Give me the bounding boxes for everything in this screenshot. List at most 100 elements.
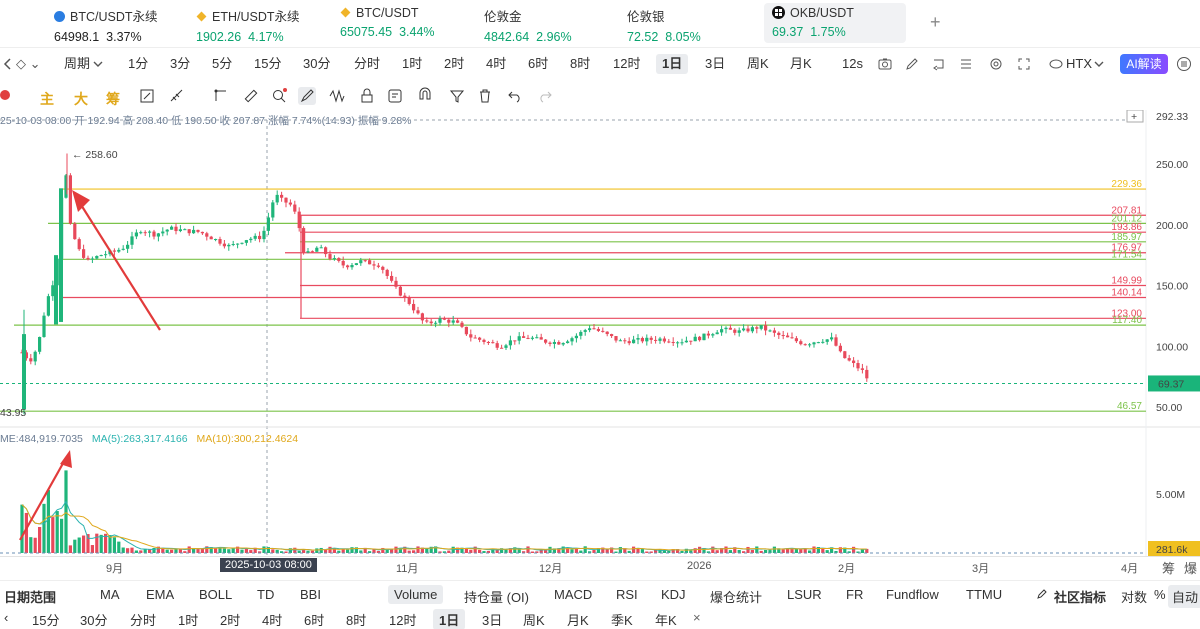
pattern-icon[interactable] (328, 87, 346, 105)
close-icon[interactable]: × (693, 610, 701, 625)
ticker-tab-active[interactable]: OKB/USDT 69.37 1.75% (764, 3, 906, 43)
whale-button[interactable]: 大 (74, 91, 88, 107)
indicator-td[interactable]: TD (257, 587, 275, 602)
volume-bar (645, 551, 649, 553)
fullscreen-icon[interactable] (1016, 56, 1032, 72)
period2-yearly[interactable]: 年K (655, 613, 677, 628)
period-label[interactable]: 周期 (64, 56, 91, 71)
edit-icon[interactable] (1036, 588, 1048, 600)
period-1d[interactable]: 1日 (656, 54, 689, 74)
chips-side-button[interactable]: 筹 (1162, 561, 1176, 576)
period-2h[interactable]: 2时 (444, 56, 465, 71)
menu-icon[interactable] (1176, 56, 1192, 72)
period-weekly[interactable]: 周K (747, 56, 769, 71)
trendline-icon[interactable] (212, 87, 230, 105)
auto-scale-toggle[interactable]: 自动 (1168, 585, 1200, 608)
ticker-tab[interactable]: ETH/USDT永续 1902.26 4.17% (196, 6, 300, 44)
indicator-ttmu[interactable]: TTMU (966, 587, 1003, 602)
kline-style-select[interactable]: ◇ ⌄ (16, 56, 41, 71)
zoom-icon[interactable] (270, 87, 288, 105)
settings-icon[interactable] (988, 56, 1004, 72)
period-timeshare[interactable]: 分时 (354, 56, 381, 71)
indicator-liquidation[interactable]: 爆仓统计 (710, 590, 763, 605)
pencil-icon[interactable] (904, 56, 920, 72)
list-icon[interactable] (958, 56, 974, 72)
indicator-boll[interactable]: BOLL (199, 587, 233, 602)
chevron-left-icon[interactable] (0, 56, 16, 72)
period-5m[interactable]: 5分 (212, 56, 233, 71)
period-1h[interactable]: 1时 (402, 56, 423, 71)
period2-monthly[interactable]: 月K (567, 613, 589, 628)
ticker-tab[interactable]: BTC/USDT 65075.45 3.44% (340, 6, 435, 42)
volume-bar (733, 547, 737, 553)
period2-3d[interactable]: 3日 (482, 613, 503, 628)
period2-6h[interactable]: 6时 (304, 613, 325, 628)
chips-button[interactable]: 筹 (106, 91, 120, 107)
period2-weekly[interactable]: 周K (523, 613, 545, 628)
ruler-tool-icon[interactable] (168, 87, 186, 105)
measure-icon[interactable] (242, 87, 260, 105)
period-3d[interactable]: 3日 (705, 56, 726, 71)
chevron-dot-icon[interactable] (0, 90, 10, 100)
period2-30m[interactable]: 30分 (80, 613, 108, 628)
note-icon[interactable] (386, 87, 404, 105)
indicator-rsi[interactable]: RSI (616, 587, 638, 602)
add-tab-button[interactable]: + (930, 12, 941, 32)
magnet-icon[interactable] (416, 87, 434, 105)
indicator-oi[interactable]: 持仓量 (OI) (464, 590, 529, 605)
candlestick-chart[interactable]: 229.36 207.81201.12193.86185.97176.97171.… (0, 110, 1200, 556)
period2-timeshare[interactable]: 分时 (130, 613, 157, 628)
exchange-select[interactable]: HTX (1066, 56, 1092, 71)
ticker-tab[interactable]: 伦敦银 72.52 8.05% (627, 6, 701, 44)
period2-15m[interactable]: 15分 (32, 613, 60, 628)
brush-icon[interactable] (298, 87, 316, 105)
period-4h[interactable]: 4时 (486, 56, 507, 71)
indicator-fr[interactable]: FR (846, 587, 864, 602)
period-6h[interactable]: 6时 (528, 56, 549, 71)
period-1m[interactable]: 1分 (128, 56, 149, 71)
indicator-kdj[interactable]: KDJ (661, 587, 686, 602)
indicator-bbi[interactable]: BBI (300, 587, 321, 602)
ticker-tab[interactable]: 伦敦金 4842.64 2.96% (484, 6, 572, 44)
indicator-fundflow[interactable]: Fundflow (886, 587, 939, 602)
community-indicators[interactable]: 社区指标 (1054, 590, 1107, 605)
period-monthly[interactable]: 月K (790, 56, 812, 71)
period2-8h[interactable]: 8时 (346, 613, 367, 628)
indicator-macd[interactable]: MACD (554, 587, 593, 602)
layout-icon[interactable] (138, 87, 156, 105)
undo-share-icon[interactable] (931, 56, 947, 72)
chevron-down-icon[interactable] (92, 58, 104, 70)
indicator-ema[interactable]: EMA (146, 587, 175, 602)
refresh-interval[interactable]: 12s (842, 56, 863, 71)
chevron-left-icon[interactable]: ‹ (4, 610, 9, 625)
filter-icon[interactable] (448, 87, 466, 105)
period2-2h[interactable]: 2时 (220, 613, 241, 628)
camera-icon[interactable] (877, 56, 893, 72)
period-12h[interactable]: 12时 (613, 56, 641, 71)
period-15m[interactable]: 15分 (254, 56, 282, 71)
period2-quarterly[interactable]: 季K (611, 613, 633, 628)
lock-icon[interactable] (358, 87, 376, 105)
period2-12h[interactable]: 12时 (389, 613, 417, 628)
period2-1h[interactable]: 1时 (178, 613, 199, 628)
period-8h[interactable]: 8时 (570, 56, 591, 71)
indicator-ma[interactable]: MA (100, 587, 120, 602)
undo-icon[interactable] (506, 87, 524, 105)
ai-analysis-button[interactable]: AI解读 (1120, 54, 1168, 74)
indicator-lsur[interactable]: LSUR (787, 587, 822, 602)
period2-1d[interactable]: 1日 (433, 609, 466, 629)
indicator-volume[interactable]: Volume (388, 585, 444, 604)
redo-icon[interactable] (536, 87, 554, 105)
liquidation-side-button[interactable]: 爆 (1184, 561, 1198, 576)
period2-4h[interactable]: 4时 (262, 613, 283, 628)
date-range-button[interactable]: 日期范围 (4, 590, 57, 605)
candle-body (86, 257, 90, 260)
percent-scale-toggle[interactable]: % (1154, 587, 1166, 602)
ticker-tab[interactable]: BTC/USDT永续 64998.1 3.37% (54, 6, 158, 44)
main-indicator-button[interactable]: 主 (40, 91, 54, 107)
trash-icon[interactable] (476, 87, 494, 105)
log-scale-toggle[interactable]: 对数 (1121, 590, 1148, 605)
period-30m[interactable]: 30分 (303, 56, 331, 71)
chevron-down-icon[interactable] (1093, 58, 1105, 70)
period-3m[interactable]: 3分 (170, 56, 191, 71)
